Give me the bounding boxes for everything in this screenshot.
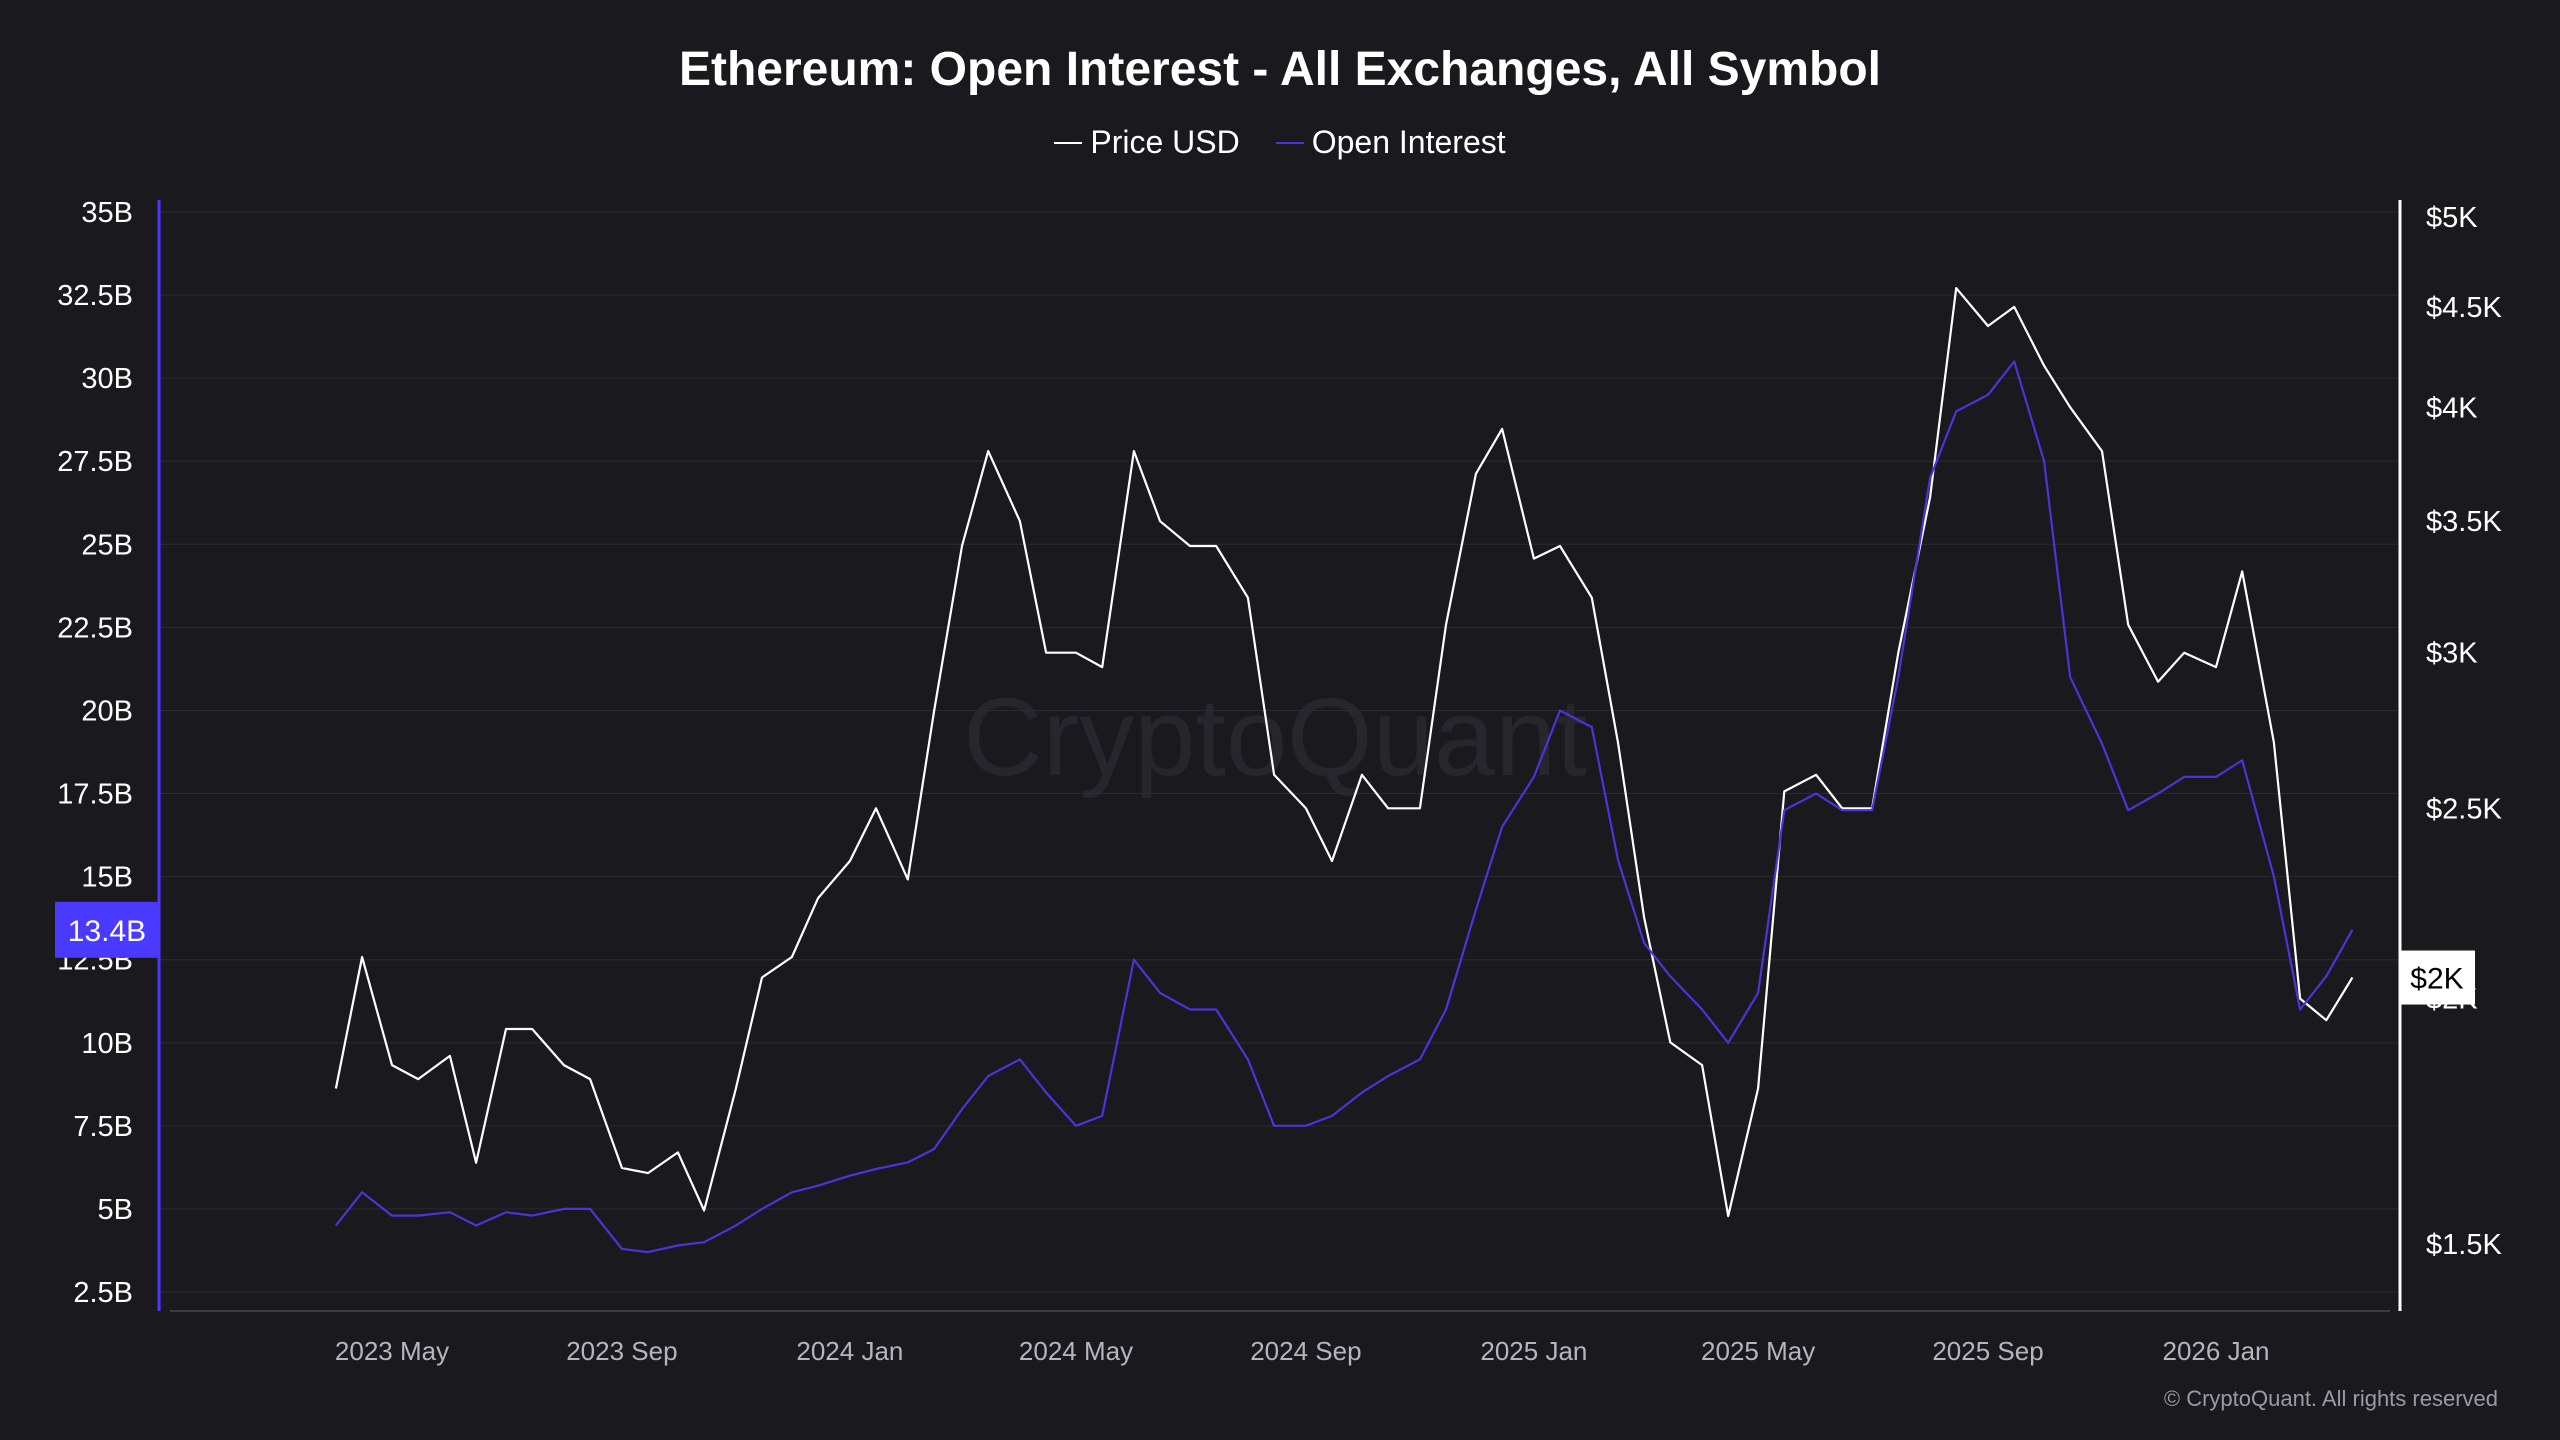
right-tick-label: $4.5K — [2426, 292, 2502, 324]
x-tick-label: 2024 May — [1019, 1336, 1133, 1366]
left-tick-label: 2.5B — [73, 1277, 133, 1309]
legend-item-price[interactable]: Price USD — [1054, 124, 1240, 161]
left-tick-label: 30B — [81, 363, 133, 395]
series-line-open-interest — [335, 360, 2354, 1254]
left-tick-label: 22.5B — [57, 612, 133, 644]
copyright-footer: © CryptoQuant. All rights reserved — [2163, 1386, 2498, 1411]
left-tick-label: 5B — [98, 1194, 133, 1226]
legend: Price USD Open Interest — [0, 124, 2560, 161]
left-tick-label: 27.5B — [57, 446, 133, 478]
right-tick-label: $1.5K — [2426, 1229, 2502, 1261]
right-tick-label: $3.5K — [2426, 506, 2502, 538]
legend-label-price: Price USD — [1090, 124, 1240, 160]
x-tick-label: 2023 May — [335, 1336, 449, 1366]
legend-swatch-open-interest — [1275, 141, 1304, 144]
x-tick-label: 2024 Jan — [796, 1336, 903, 1366]
x-tick-label: 2025 May — [1701, 1336, 1815, 1366]
left-tick-label: 7.5B — [73, 1111, 133, 1143]
legend-swatch-price — [1054, 141, 1083, 144]
x-tick-label: 2026 Jan — [2163, 1336, 2270, 1366]
legend-item-open-interest[interactable]: Open Interest — [1275, 124, 1506, 161]
series-line-price — [334, 287, 2354, 1218]
current-oi-label: 13.4B — [68, 915, 146, 948]
left-tick-label: 32.5B — [57, 280, 133, 312]
current-price-label: $2K — [2410, 963, 2463, 996]
right-tick-label: $2.5K — [2426, 793, 2502, 825]
current-oi-badge — [55, 901, 159, 958]
right-tick-label: $3K — [2426, 638, 2478, 670]
right-tick-label: $5K — [2426, 202, 2478, 234]
x-tick-label: 2023 Sep — [566, 1336, 677, 1366]
x-tick-label: 2025 Sep — [1932, 1336, 2043, 1366]
left-tick-label: 20B — [81, 695, 133, 727]
left-tick-label: 10B — [81, 1028, 133, 1060]
legend-label-open-interest: Open Interest — [1311, 124, 1506, 160]
left-tick-label: 35B — [81, 197, 133, 229]
left-tick-label: 15B — [81, 862, 133, 894]
watermark: CryptoQuant — [963, 676, 1587, 799]
x-tick-label: 2024 Sep — [1250, 1336, 1361, 1366]
right-tick-label: $4K — [2426, 392, 2478, 424]
left-tick-label: 25B — [81, 529, 133, 561]
chart-title: Ethereum: Open Interest - All Exchanges,… — [678, 43, 1882, 96]
left-tick-label: 17.5B — [57, 779, 133, 811]
x-tick-label: 2025 Jan — [1480, 1336, 1587, 1366]
current-price-badge — [2400, 950, 2475, 1005]
